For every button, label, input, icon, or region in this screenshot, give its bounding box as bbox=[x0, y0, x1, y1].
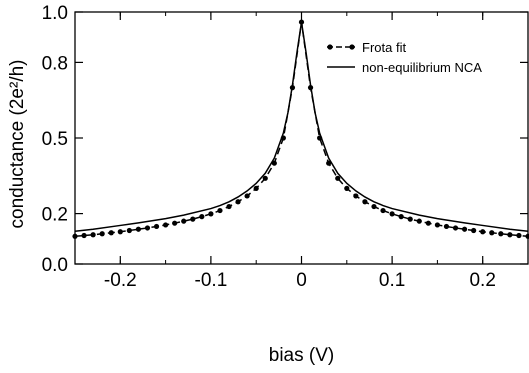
y-tick-label: 0.8 bbox=[42, 53, 68, 74]
data-point bbox=[253, 185, 259, 191]
data-point bbox=[416, 218, 422, 224]
y-tick-label: 0.5 bbox=[42, 129, 68, 150]
data-point bbox=[181, 218, 187, 224]
data-point bbox=[516, 232, 522, 239]
data-point bbox=[461, 226, 468, 232]
series-layer bbox=[72, 19, 529, 239]
data-point bbox=[398, 214, 404, 220]
data-point bbox=[172, 220, 178, 226]
data-point bbox=[452, 225, 459, 231]
data-point bbox=[217, 207, 223, 214]
data-point bbox=[362, 199, 368, 205]
x-axis-label: bias (V) bbox=[269, 345, 334, 366]
data-point bbox=[344, 185, 350, 191]
y-axis-label: conductance (2e²/h) bbox=[7, 60, 28, 229]
y-tick-label: 0.2 bbox=[42, 205, 68, 226]
data-point bbox=[371, 203, 377, 210]
data-point bbox=[144, 225, 151, 231]
data-point bbox=[208, 211, 214, 217]
legend-label-nca: non-equilibrium NCA bbox=[362, 60, 482, 75]
x-tick-label: -0.2 bbox=[104, 270, 137, 291]
x-tick-label: -0.1 bbox=[195, 270, 228, 291]
data-point bbox=[153, 223, 160, 230]
data-point bbox=[525, 233, 529, 239]
data-point bbox=[226, 203, 232, 210]
legend-marker bbox=[349, 44, 355, 50]
data-point bbox=[407, 216, 413, 222]
data-point bbox=[335, 175, 341, 181]
data-point bbox=[126, 227, 132, 234]
x-tick-label: 0.2 bbox=[469, 270, 495, 291]
legend-label-frota-fit: Frota fit bbox=[362, 40, 406, 55]
data-point bbox=[271, 160, 277, 166]
x-tick-label: 0 bbox=[296, 270, 307, 291]
data-point bbox=[498, 231, 504, 237]
plot-area bbox=[74, 11, 529, 265]
data-point bbox=[353, 193, 359, 199]
data-point bbox=[507, 232, 513, 238]
data-point bbox=[235, 199, 241, 205]
data-point bbox=[108, 230, 114, 236]
data-point bbox=[163, 222, 169, 228]
data-point bbox=[425, 220, 431, 226]
series-line-frota-fit bbox=[74, 21, 529, 238]
data-point bbox=[262, 175, 268, 181]
x-tick-label: 0.1 bbox=[379, 270, 405, 291]
data-point bbox=[244, 193, 250, 199]
data-point bbox=[199, 214, 205, 220]
axes: -0.2 -0.1 0 0.1 0.2 0.0 0.2 0.5 0.8 1.0 bias (V) co… bbox=[7, 3, 529, 366]
data-point bbox=[326, 160, 332, 166]
data-point bbox=[135, 226, 142, 232]
data-point bbox=[480, 229, 486, 235]
data-point bbox=[117, 229, 123, 235]
data-point bbox=[434, 222, 440, 228]
legend: Frota fit non-equilibrium NCA bbox=[327, 40, 482, 75]
y-tick-label: 0.0 bbox=[42, 255, 68, 276]
data-point bbox=[99, 231, 105, 237]
data-point bbox=[380, 207, 386, 214]
y-tick-label: 1.0 bbox=[42, 3, 68, 24]
data-point bbox=[489, 230, 495, 236]
data-point bbox=[72, 233, 78, 239]
data-point bbox=[389, 211, 395, 217]
data-point bbox=[90, 232, 96, 238]
data-point bbox=[471, 227, 477, 234]
data-point bbox=[443, 223, 450, 230]
legend-marker bbox=[327, 44, 333, 50]
series-line-nca bbox=[74, 21, 529, 232]
plot-frame bbox=[74, 11, 529, 265]
data-point bbox=[81, 232, 87, 239]
data-point bbox=[190, 216, 196, 222]
